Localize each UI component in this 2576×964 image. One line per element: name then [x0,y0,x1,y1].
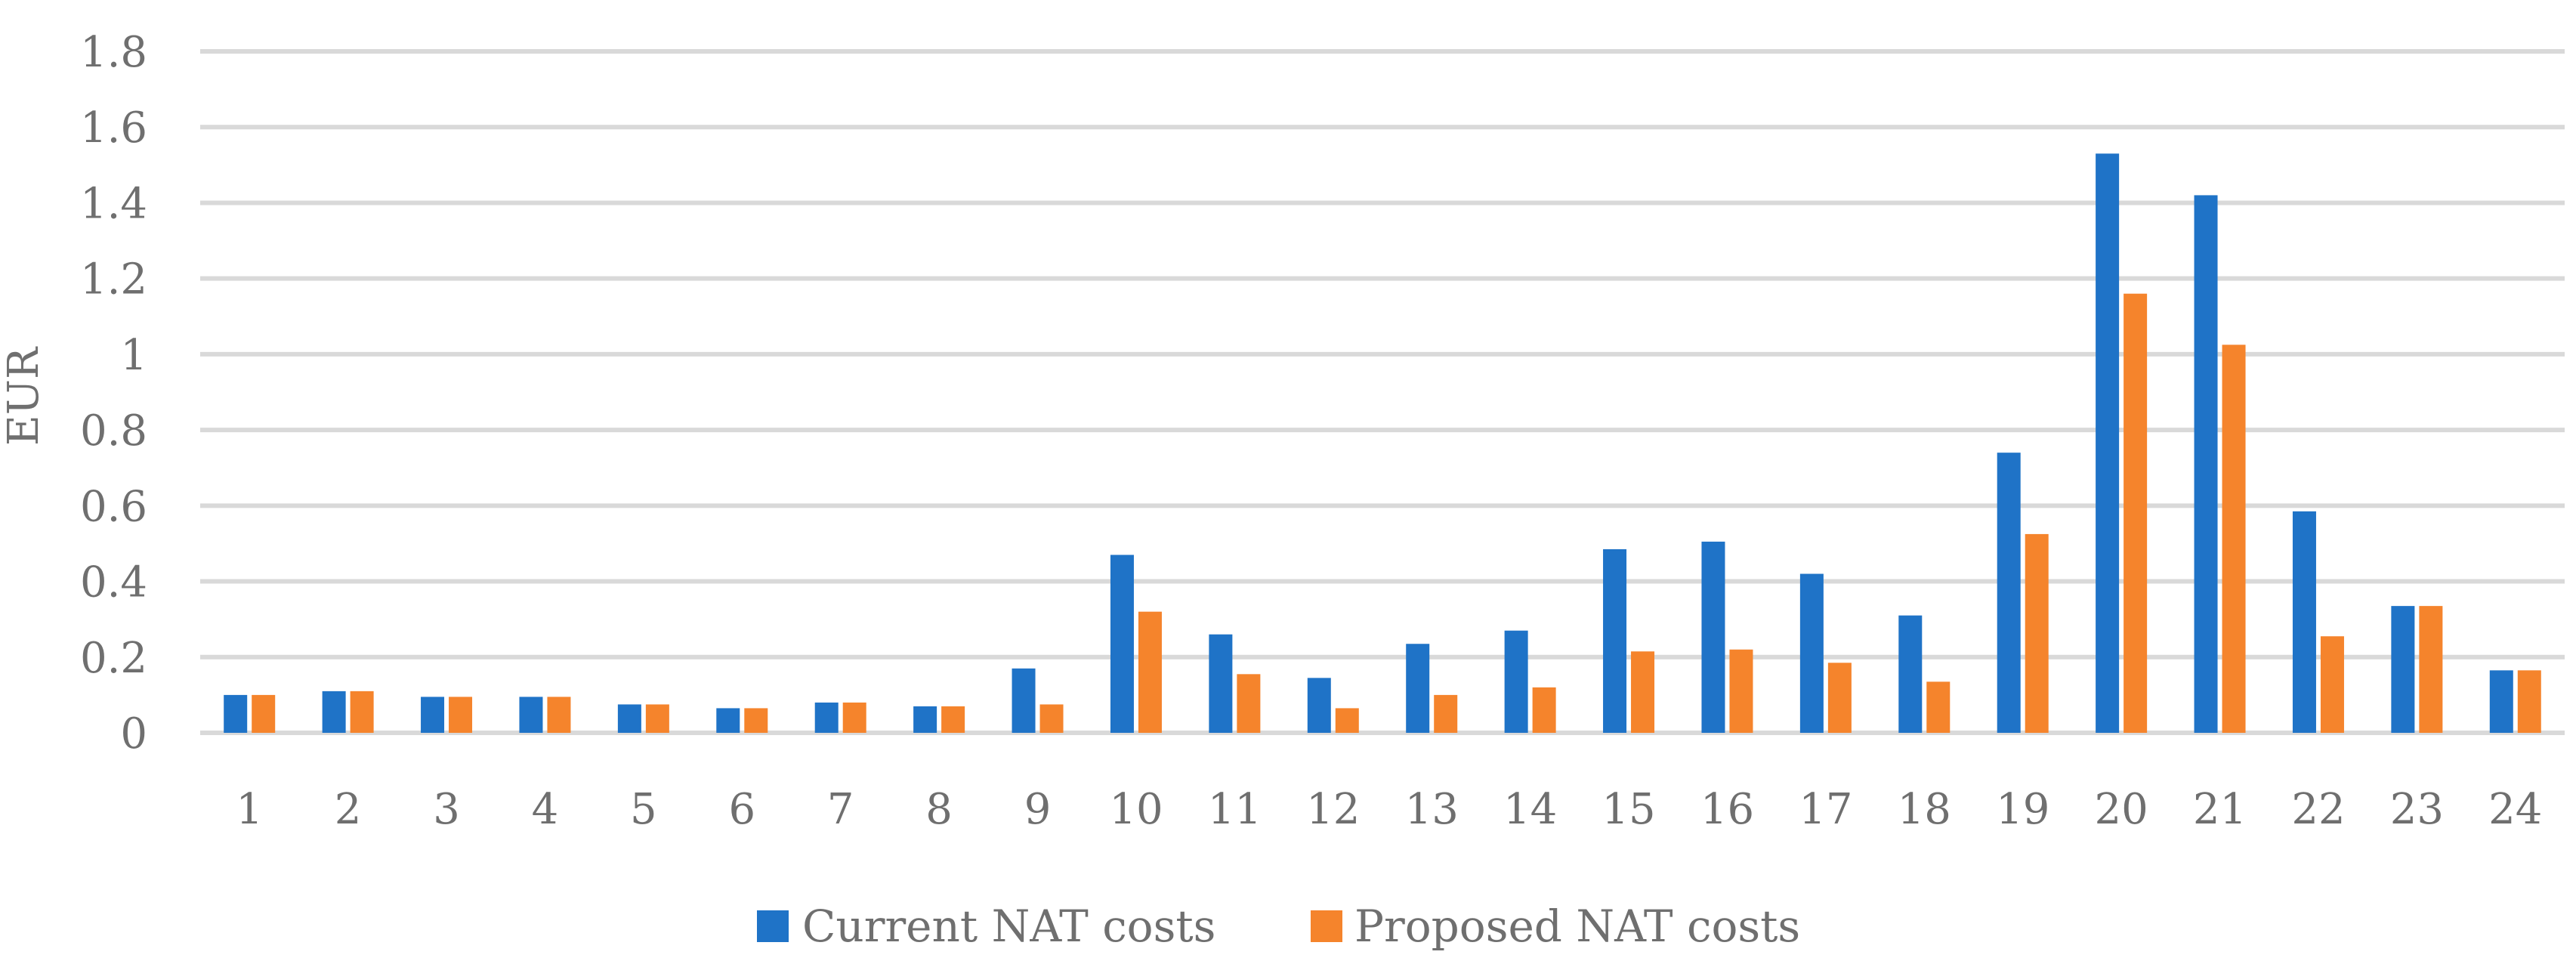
bar-current-21 [2194,195,2218,733]
bar-current-14 [1504,630,1528,733]
bar-current-1 [224,694,248,733]
bar-current-6 [716,708,740,733]
bar-proposed-12 [1335,708,1359,733]
bars [224,153,2541,734]
y-axis-title: EUR [0,346,48,446]
y-tick-label: 1.2 [80,255,147,304]
bar-proposed-24 [2517,670,2541,733]
x-tick-label: 13 [1405,785,1459,834]
bar-current-18 [1898,615,1923,733]
bar-proposed-23 [2419,606,2443,733]
bar-current-10 [1110,555,1134,733]
gridlines [200,49,2565,735]
bar-proposed-14 [1532,687,1556,733]
bar-current-13 [1406,644,1430,733]
bar-current-22 [2292,511,2316,733]
y-tick-label: 1.6 [80,104,147,153]
bar-proposed-18 [1926,681,1951,733]
x-tick-label: 16 [1700,785,1754,834]
bar-current-5 [617,704,641,733]
x-tick-label: 9 [1024,785,1052,834]
bar-proposed-7 [842,702,866,733]
x-tick-label: 20 [2094,785,2148,834]
legend-label-proposed: Proposed NAT costs [1354,901,1800,952]
x-tick-label: 1 [236,785,263,834]
bar-proposed-21 [2222,345,2246,734]
bar-current-12 [1307,678,1331,733]
y-tick-label: 1 [120,331,147,380]
bar-current-9 [1012,668,1036,733]
bar-proposed-15 [1631,651,1655,733]
bar-current-17 [1799,573,1824,733]
x-tick-label: 21 [2193,785,2247,834]
x-tick-label: 15 [1602,785,1655,834]
x-tick-label: 22 [2291,785,2345,834]
bar-proposed-4 [547,697,571,733]
y-tick-label: 0 [120,709,147,759]
bar-current-23 [2391,606,2415,733]
bar-proposed-16 [1729,649,1753,733]
y-tick-label: 1.8 [80,28,147,77]
y-tick-label: 0.6 [80,482,147,531]
y-tick-label: 0.8 [80,406,147,456]
y-axis-ticks: 0 0.2 0.4 0.6 0.8 1 1.2 1.4 1.6 1.8 [80,28,147,759]
bar-current-8 [913,706,937,733]
bar-current-3 [421,697,445,733]
x-tick-label: 3 [433,785,460,834]
x-tick-label: 11 [1208,785,1262,834]
legend-label-current: Current NAT costs [802,901,1215,952]
x-tick-label: 7 [827,785,854,834]
bar-current-7 [814,702,839,733]
bar-proposed-22 [2320,636,2344,733]
y-tick-label: 1.4 [80,179,147,228]
x-tick-label: 2 [335,785,362,834]
bar-proposed-8 [941,706,965,733]
bar-current-15 [1603,548,1627,733]
bar-proposed-13 [1434,694,1458,733]
bar-proposed-11 [1237,674,1261,733]
bar-proposed-5 [645,704,669,733]
bar-proposed-9 [1039,704,1064,733]
legend-swatch-current [757,910,789,942]
x-tick-label: 19 [1996,785,2049,834]
x-axis-ticks: 1 2 3 4 5 6 7 8 9 10 11 12 13 14 15 16 17 18 19 20 21 22 23 24 [236,785,2542,834]
bar-proposed-20 [2124,293,2148,733]
bar-current-16 [1701,541,1725,733]
x-tick-label: 14 [1503,785,1557,834]
x-tick-label: 5 [630,785,657,834]
x-tick-label: 4 [532,785,559,834]
bar-proposed-2 [350,691,374,733]
bar-proposed-19 [2025,533,2049,733]
x-tick-label: 24 [2488,785,2542,834]
bar-current-20 [2096,153,2120,734]
x-tick-label: 10 [1109,785,1163,834]
bar-current-11 [1209,634,1233,733]
bar-proposed-10 [1138,611,1162,733]
x-tick-label: 18 [1898,785,1951,834]
x-tick-label: 6 [728,785,755,834]
x-tick-label: 23 [2390,785,2444,834]
x-tick-label: 8 [925,785,953,834]
bar-current-2 [322,691,346,733]
bar-proposed-6 [744,708,768,733]
bar-proposed-1 [252,694,276,733]
x-tick-label: 17 [1799,785,1852,834]
x-tick-label: 12 [1306,785,1360,834]
y-tick-label: 0.4 [80,558,147,607]
bar-current-24 [2489,670,2513,733]
bar-proposed-17 [1827,663,1852,733]
bar-current-19 [1997,453,2021,733]
bar-proposed-3 [449,697,473,733]
y-tick-label: 0.2 [80,634,147,683]
legend-swatch-proposed [1311,910,1342,942]
legend: Current NAT costs Proposed NAT costs [757,901,1800,952]
bar-current-4 [519,697,543,733]
